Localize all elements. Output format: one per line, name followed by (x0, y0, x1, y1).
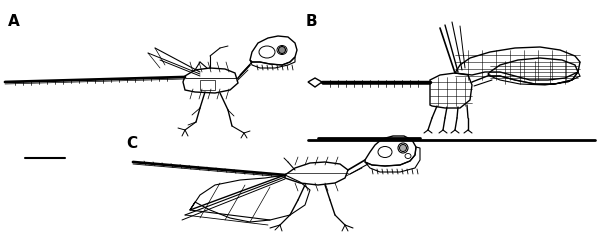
Ellipse shape (278, 46, 286, 54)
Text: A: A (8, 14, 20, 29)
Text: B: B (306, 14, 317, 29)
Ellipse shape (400, 144, 407, 151)
Text: C: C (126, 136, 137, 151)
